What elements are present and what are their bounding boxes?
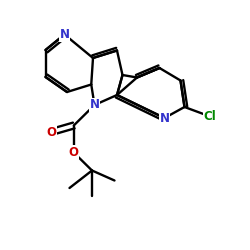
Text: N: N <box>60 28 70 41</box>
Text: N: N <box>90 98 100 112</box>
Text: Cl: Cl <box>203 110 216 123</box>
Text: O: O <box>46 126 56 138</box>
Text: O: O <box>69 146 79 159</box>
Text: N: N <box>160 112 170 124</box>
